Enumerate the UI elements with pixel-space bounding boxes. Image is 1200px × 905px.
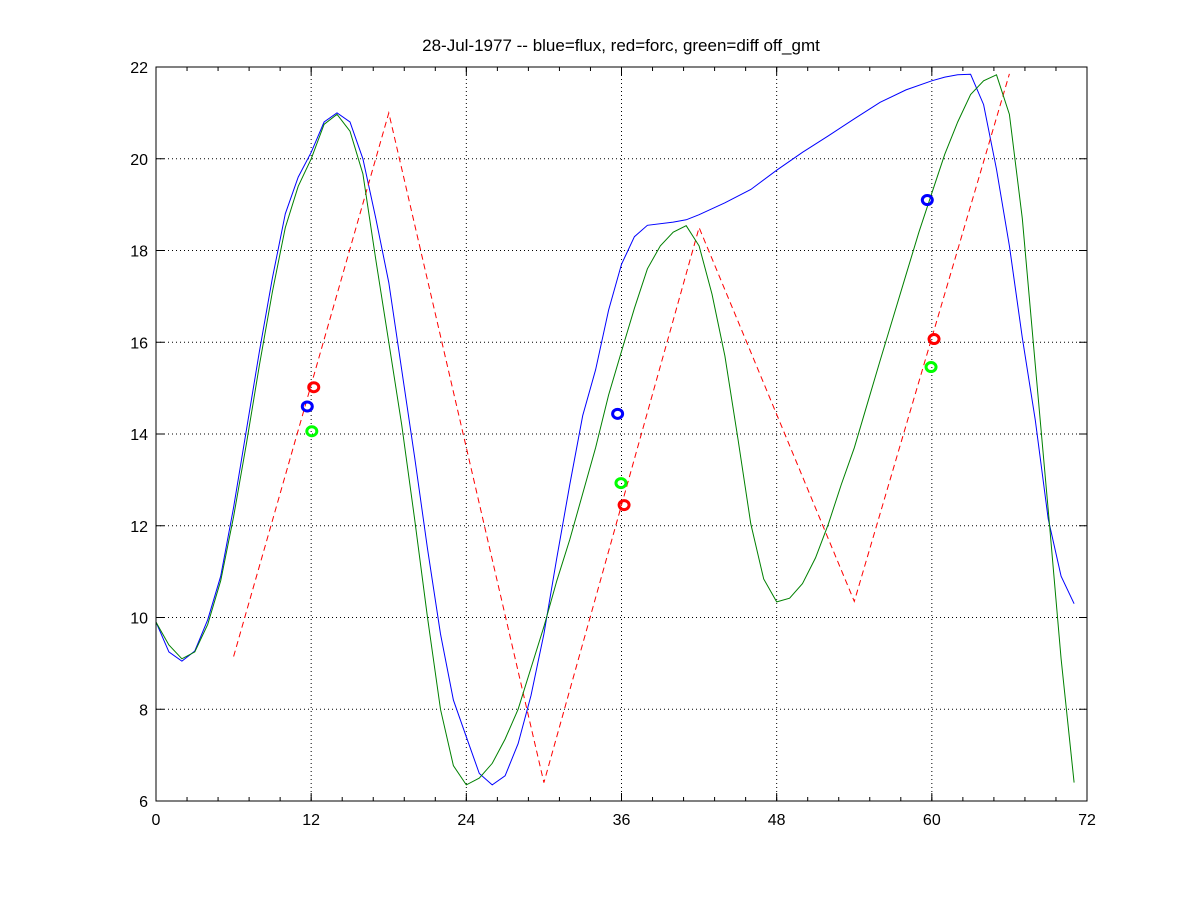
ticks: 0 12 24 36 48 60 72 6 8 10 12 14 16 18 20 22 bbox=[130, 60, 1096, 829]
y-tick-label: 18 bbox=[130, 244, 148, 261]
y-tick-label: 22 bbox=[130, 60, 148, 77]
marker-circle bbox=[305, 425, 319, 438]
marker-circle bbox=[300, 400, 314, 413]
marker-circle bbox=[307, 381, 321, 394]
marker-circle bbox=[924, 361, 938, 374]
marker-circle bbox=[611, 407, 625, 420]
y-tick-label: 20 bbox=[130, 152, 148, 169]
y-tick-label: 14 bbox=[130, 427, 148, 444]
x-tick-label: 48 bbox=[768, 812, 786, 829]
series-line-2 bbox=[155, 74, 1075, 786]
series-group bbox=[155, 73, 1075, 786]
plot-frame bbox=[155, 66, 1088, 802]
marker-circle bbox=[920, 194, 934, 207]
markers-group bbox=[300, 194, 941, 512]
y-tick-label: 16 bbox=[130, 335, 148, 352]
x-tick-label: 0 bbox=[152, 812, 161, 829]
y-tick-label: 6 bbox=[139, 794, 148, 811]
y-tick-label: 8 bbox=[139, 702, 148, 719]
series-line-0 bbox=[155, 73, 1075, 786]
grid bbox=[156, 67, 1087, 801]
x-tick-label: 60 bbox=[923, 812, 941, 829]
marker-circle bbox=[927, 333, 941, 346]
x-tick-label: 36 bbox=[613, 812, 631, 829]
marker-circle bbox=[617, 499, 631, 512]
y-tick-label: 10 bbox=[130, 611, 148, 628]
x-tick-label: 72 bbox=[1078, 812, 1096, 829]
y-tick-label: 12 bbox=[130, 519, 148, 536]
marker-circle bbox=[614, 477, 628, 490]
chart-title: 28-Jul-1977 -- blue=flux, red=forc, gree… bbox=[422, 36, 820, 55]
x-tick-label: 24 bbox=[457, 812, 475, 829]
series-line-1 bbox=[233, 73, 1010, 783]
x-tick-label: 12 bbox=[302, 812, 320, 829]
